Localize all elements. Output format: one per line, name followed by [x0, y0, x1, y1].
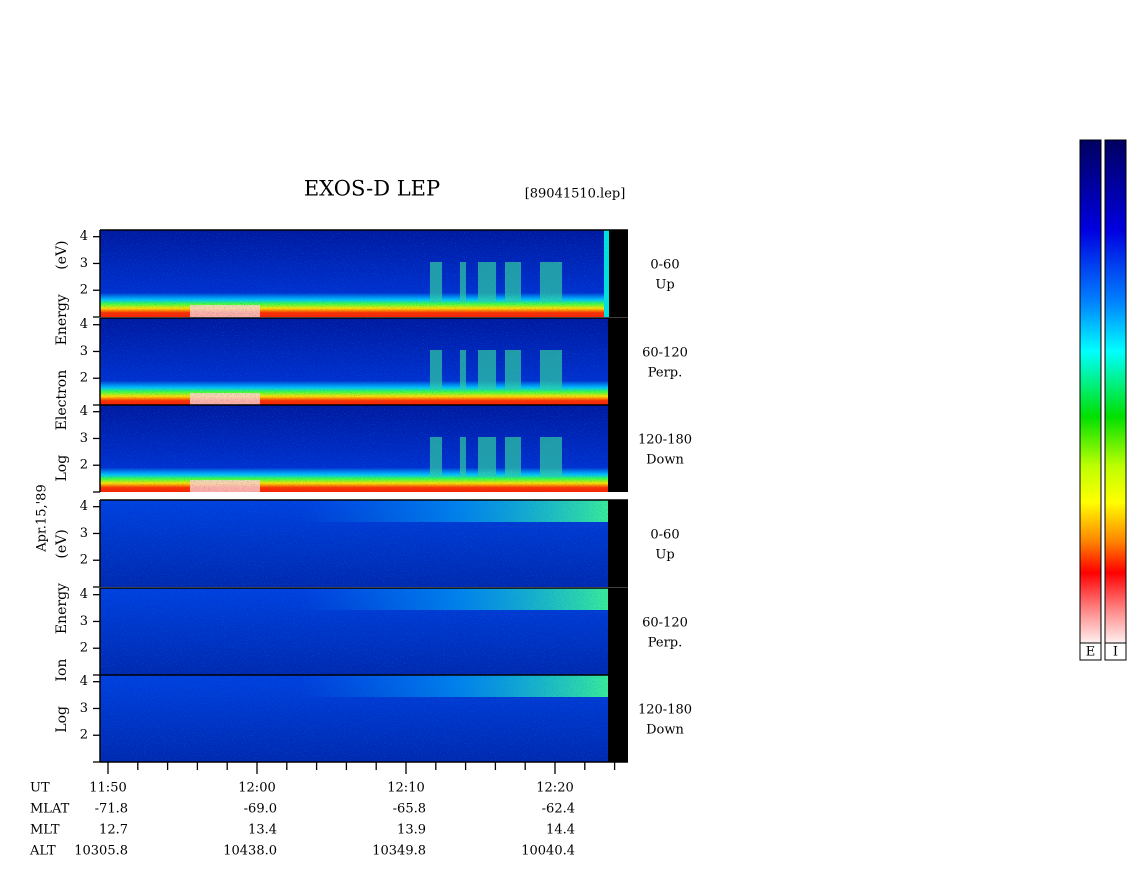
orbit-value: 12:00	[238, 781, 275, 796]
y-tick-label: 4	[80, 229, 88, 244]
pitch-range: 120-180	[638, 703, 692, 718]
edge-strip	[604, 230, 609, 317]
orbit-value: 10438.0	[223, 844, 277, 859]
orbit-value: 13.4	[248, 823, 277, 838]
y-tick-label: 2	[80, 283, 88, 298]
colorbar-label-box	[1104, 642, 1127, 661]
orbit-value: 14.4	[546, 823, 575, 838]
row-name: ALT	[29, 844, 56, 859]
orbit-value: -62.4	[542, 802, 575, 817]
orbit-value: -69.0	[244, 802, 277, 817]
data-gap	[608, 318, 628, 405]
y-tick-label: 2	[80, 371, 88, 386]
y-tick-label: 4	[80, 674, 88, 689]
row-name: UT	[30, 781, 50, 796]
y-tick-label: 2	[80, 641, 88, 656]
y-tick-label: 3	[80, 701, 88, 716]
pitch-range: 60-120	[642, 616, 688, 631]
pitch-direction: Perp.	[648, 366, 683, 381]
y-tick-label: 4	[80, 404, 88, 419]
title: EXOS-D LEP	[304, 177, 440, 201]
noise	[100, 675, 608, 762]
y-tick-label: 3	[80, 614, 88, 629]
data-gap	[608, 500, 628, 587]
orbit-value: 12:10	[387, 781, 424, 796]
y-tick-label: 4	[80, 317, 88, 332]
pitch-direction: Perp.	[648, 636, 683, 651]
y-tick-label: 3	[80, 256, 88, 271]
pitch-direction: Down	[646, 453, 684, 468]
row-name: MLAT	[30, 802, 70, 817]
colorbar	[1079, 139, 1102, 644]
data-gap	[608, 405, 628, 492]
y-tick-label: 2	[80, 728, 88, 743]
noise	[100, 500, 608, 587]
colorbar-label-box	[1079, 642, 1102, 661]
y-tick-label: 3	[80, 431, 88, 446]
pitch-direction: Up	[655, 548, 674, 563]
data-gap	[608, 230, 628, 317]
noise	[100, 230, 608, 317]
orbit-value: 12:20	[536, 781, 573, 796]
pitch-range: 60-120	[642, 346, 688, 361]
noise	[100, 588, 608, 675]
y-tick-label: 4	[80, 499, 88, 514]
y-tick-label: 2	[80, 553, 88, 568]
row-name: MLT	[30, 823, 60, 838]
noise	[100, 318, 608, 405]
orbit-value: 12.7	[99, 823, 128, 838]
orbit-value: -71.8	[95, 802, 128, 817]
electron-axis-label: Log Electron Energy (eV)	[54, 240, 70, 481]
colorbar-label: I	[1113, 645, 1118, 660]
orbit-value: 11:50	[89, 781, 126, 796]
y-tick-label: 3	[80, 526, 88, 541]
colorbar	[1104, 139, 1127, 644]
y-tick-label: 2	[80, 458, 88, 473]
data-gap	[608, 588, 628, 675]
ion-axis-label: Log Ion Energy (eV)	[54, 529, 70, 732]
orbit-value: 10040.4	[521, 844, 575, 859]
pitch-range: 0-60	[650, 258, 679, 273]
y-tick-label: 4	[80, 587, 88, 602]
date: Apr.15,'89	[35, 484, 50, 552]
file-name: [89041510.lep]	[525, 187, 626, 202]
orbit-value: -65.8	[393, 802, 426, 817]
y-tick-label: 3	[80, 344, 88, 359]
pitch-range: 0-60	[650, 528, 679, 543]
noise	[100, 405, 608, 492]
data-gap	[608, 675, 628, 762]
orbit-value: 10305.8	[74, 844, 128, 859]
orbit-value: 13.9	[397, 823, 426, 838]
pitch-direction: Up	[655, 278, 674, 293]
colorbar-label: E	[1086, 645, 1096, 660]
orbit-value: 10349.8	[372, 844, 426, 859]
pitch-direction: Down	[646, 723, 684, 738]
pitch-range: 120-180	[638, 433, 692, 448]
